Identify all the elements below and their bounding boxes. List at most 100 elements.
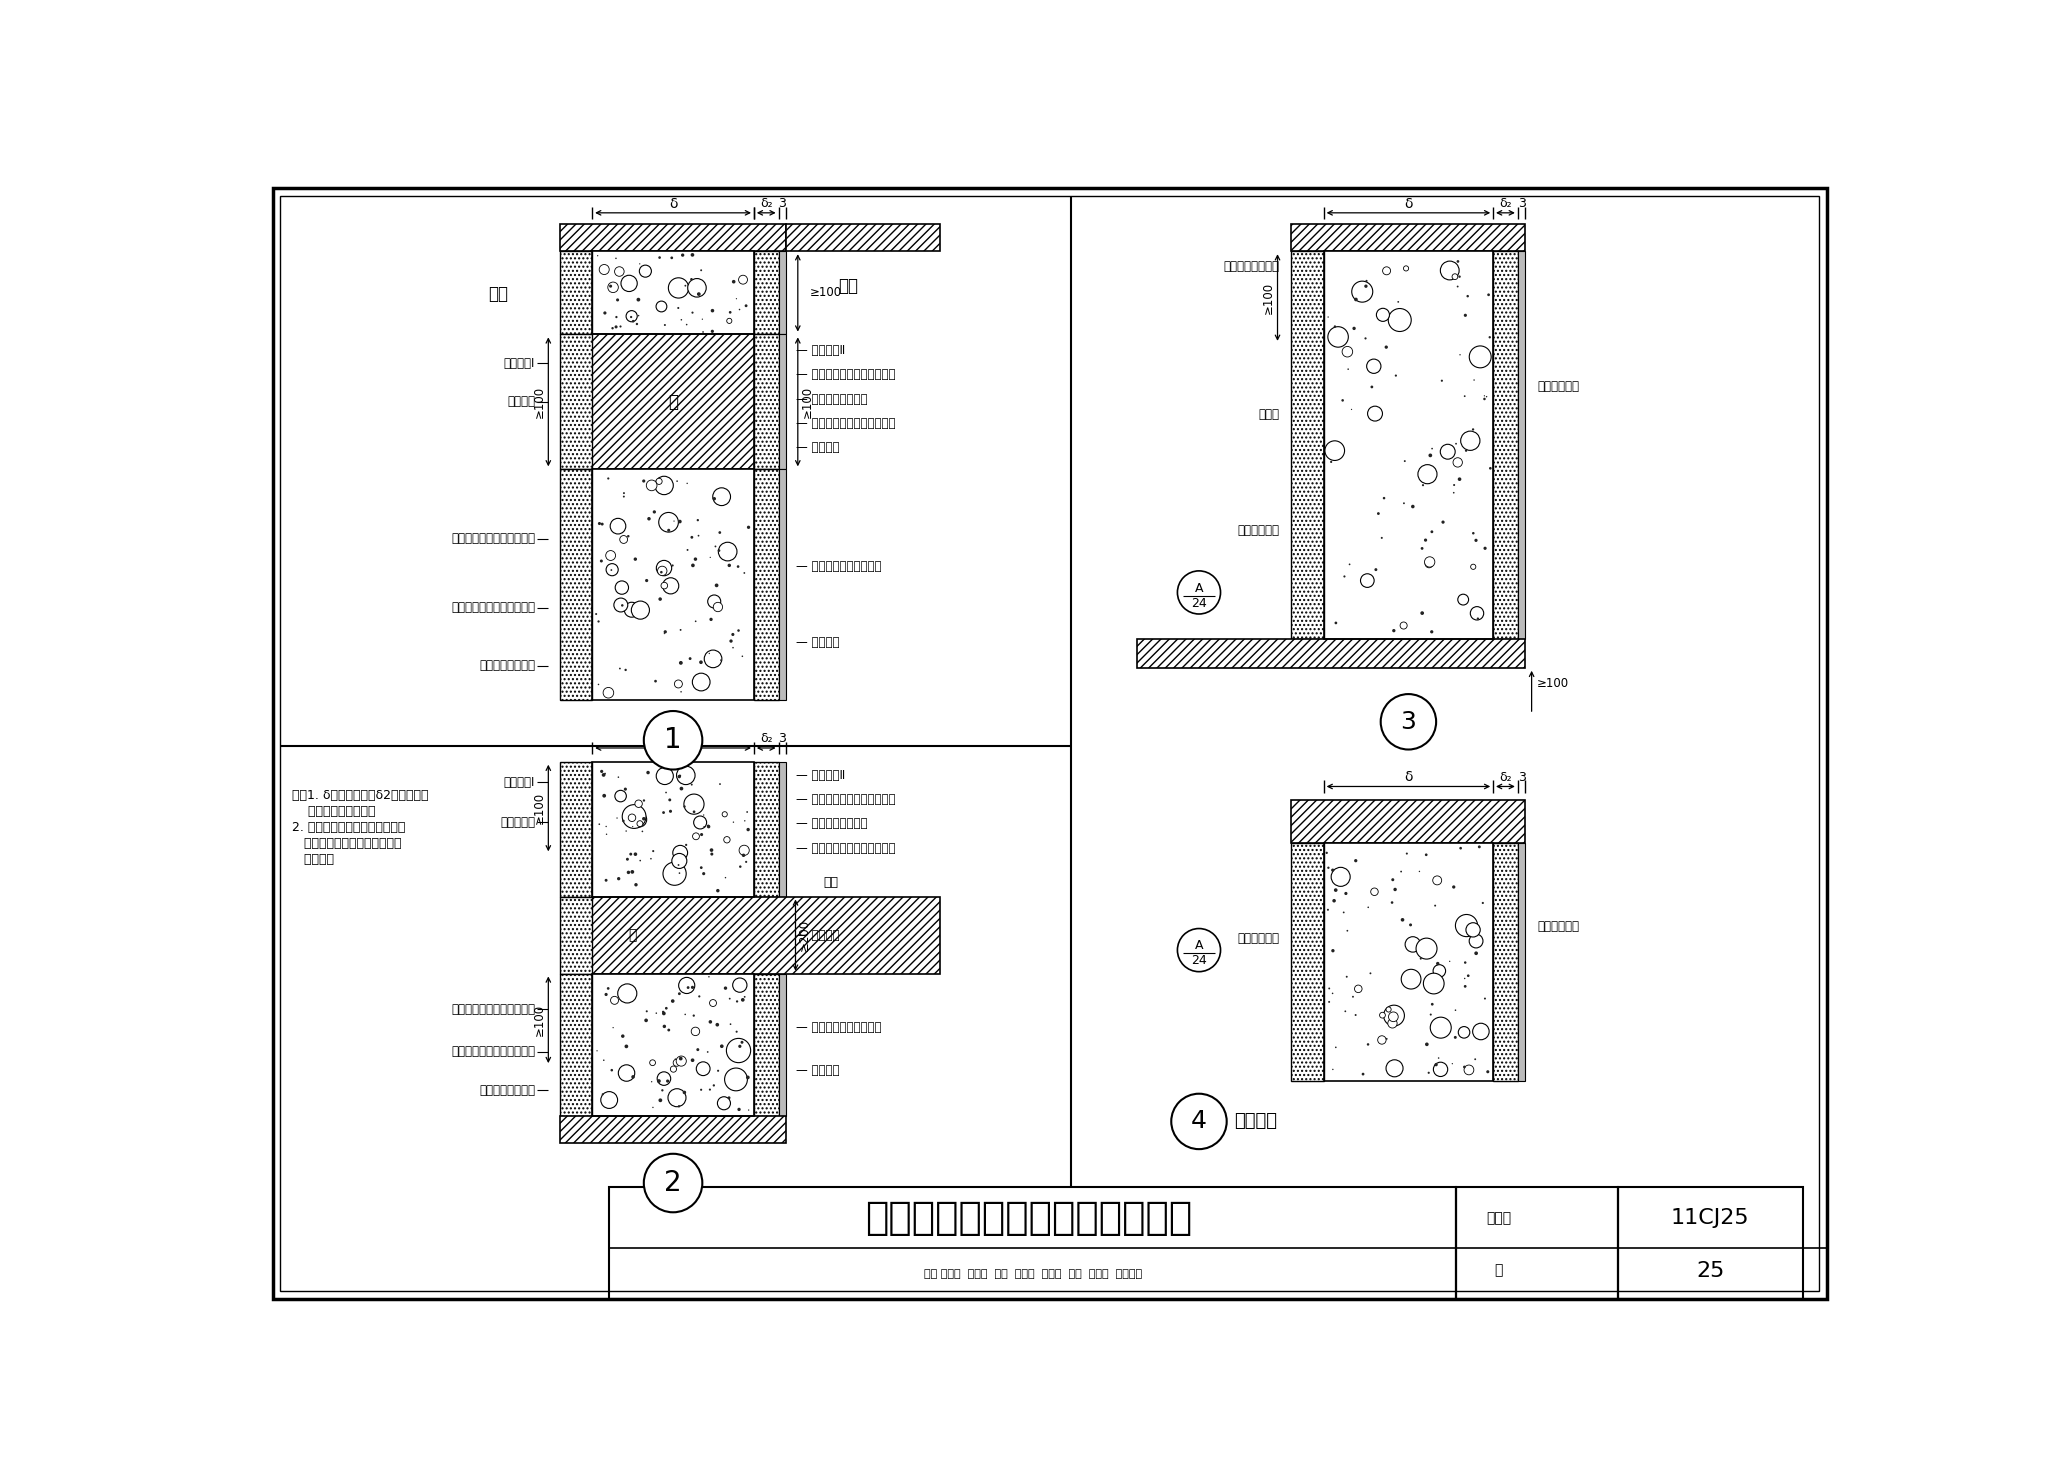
Circle shape: [662, 1011, 666, 1016]
Circle shape: [1489, 336, 1491, 339]
Circle shape: [1430, 1017, 1452, 1038]
Circle shape: [1401, 919, 1405, 921]
Circle shape: [1409, 923, 1411, 926]
Circle shape: [739, 845, 750, 855]
Text: — 室外抹灰层（按个体设计）: — 室外抹灰层（按个体设计）: [795, 793, 895, 807]
Text: 抹灰层按个体设计: 抹灰层按个体设计: [1225, 261, 1280, 274]
Circle shape: [1178, 929, 1221, 972]
Circle shape: [741, 854, 745, 857]
Circle shape: [653, 680, 657, 683]
Circle shape: [602, 773, 606, 777]
Circle shape: [657, 1072, 670, 1085]
Circle shape: [1464, 961, 1466, 964]
Circle shape: [737, 1108, 741, 1111]
Circle shape: [1382, 266, 1391, 275]
Circle shape: [682, 1091, 686, 1094]
Circle shape: [627, 534, 629, 537]
Circle shape: [741, 1041, 743, 1044]
Circle shape: [1364, 337, 1366, 340]
Circle shape: [657, 598, 662, 601]
Circle shape: [674, 680, 682, 687]
Circle shape: [659, 1098, 662, 1103]
Circle shape: [1376, 512, 1380, 515]
Circle shape: [1475, 539, 1477, 542]
Bar: [778, 334, 786, 470]
Circle shape: [657, 1079, 662, 1083]
Circle shape: [1327, 327, 1348, 347]
Text: 热桥部位Ⅰ: 热桥部位Ⅰ: [504, 356, 535, 369]
Bar: [1137, 639, 1526, 668]
Text: 加气混凝土砌块自保温墙体构造: 加气混凝土砌块自保温墙体构造: [864, 1200, 1192, 1236]
Circle shape: [637, 821, 643, 827]
Circle shape: [1341, 399, 1343, 402]
Bar: [778, 252, 786, 334]
Circle shape: [625, 1045, 629, 1048]
Circle shape: [647, 517, 651, 521]
Circle shape: [1434, 876, 1442, 885]
Text: δ: δ: [1405, 770, 1413, 785]
Circle shape: [1393, 629, 1395, 633]
Text: δ: δ: [670, 732, 678, 746]
Circle shape: [717, 889, 719, 892]
Bar: [592, 252, 754, 334]
Circle shape: [1386, 1060, 1403, 1078]
Circle shape: [643, 711, 702, 770]
Circle shape: [1458, 477, 1462, 481]
Circle shape: [700, 833, 702, 836]
Circle shape: [1423, 973, 1444, 994]
Text: ≥100: ≥100: [532, 1004, 545, 1036]
Bar: [559, 896, 592, 973]
Bar: [592, 762, 754, 896]
Text: ≥100: ≥100: [532, 792, 545, 824]
Circle shape: [715, 583, 719, 587]
Circle shape: [1360, 574, 1374, 587]
Circle shape: [1442, 380, 1444, 381]
Text: 4: 4: [1192, 1110, 1206, 1133]
Circle shape: [635, 883, 637, 886]
Circle shape: [694, 558, 696, 561]
Text: 室外抹灰层（按个体设计）: 室外抹灰层（按个体设计）: [451, 1045, 535, 1058]
Circle shape: [664, 863, 686, 885]
Circle shape: [684, 1091, 686, 1094]
Circle shape: [713, 498, 717, 500]
Text: — 中间有防裂网格布: — 中间有防裂网格布: [795, 817, 866, 830]
Circle shape: [737, 565, 739, 568]
Circle shape: [1395, 374, 1397, 377]
Circle shape: [1374, 568, 1378, 571]
Circle shape: [713, 487, 731, 505]
Text: — 内饰面层: — 内饰面层: [795, 1064, 840, 1078]
Bar: [1292, 801, 1526, 842]
Circle shape: [643, 817, 645, 820]
Circle shape: [694, 815, 707, 829]
Circle shape: [602, 687, 614, 698]
Circle shape: [723, 811, 727, 817]
Text: 3: 3: [778, 732, 786, 745]
Circle shape: [737, 629, 739, 631]
Circle shape: [1368, 406, 1382, 421]
Text: — 水泥轻质砂浆热补偿保温层: — 水泥轻质砂浆热补偿保温层: [795, 417, 895, 430]
Circle shape: [711, 330, 715, 333]
Circle shape: [721, 1045, 723, 1048]
Circle shape: [1389, 309, 1411, 331]
Bar: [1493, 252, 1518, 639]
Text: 审核 苏宇锋  苏才骆  校对  魏先伟  縆宏伟  设计  蔡鹏驾  訫训沿势: 审核 苏宇锋 苏才骆 校对 魏先伟 縆宏伟 设计 蔡鹏驾 訫训沿势: [924, 1269, 1141, 1279]
Circle shape: [684, 793, 705, 814]
Circle shape: [1389, 1019, 1397, 1027]
Text: 混凝土柱: 混凝土柱: [508, 396, 535, 408]
Circle shape: [668, 278, 688, 297]
Text: 11CJ25: 11CJ25: [1671, 1209, 1749, 1228]
Circle shape: [676, 765, 694, 785]
Circle shape: [1425, 556, 1436, 567]
Circle shape: [1325, 852, 1327, 854]
Bar: [592, 334, 754, 470]
Circle shape: [1462, 1066, 1466, 1069]
Circle shape: [1382, 498, 1384, 499]
Circle shape: [621, 604, 623, 606]
Circle shape: [1384, 1005, 1405, 1026]
Text: δ₂: δ₂: [1499, 771, 1511, 783]
Circle shape: [684, 805, 686, 808]
Circle shape: [655, 561, 672, 576]
Text: 图集号: 图集号: [1487, 1211, 1511, 1225]
Circle shape: [633, 813, 647, 827]
Circle shape: [659, 512, 678, 531]
